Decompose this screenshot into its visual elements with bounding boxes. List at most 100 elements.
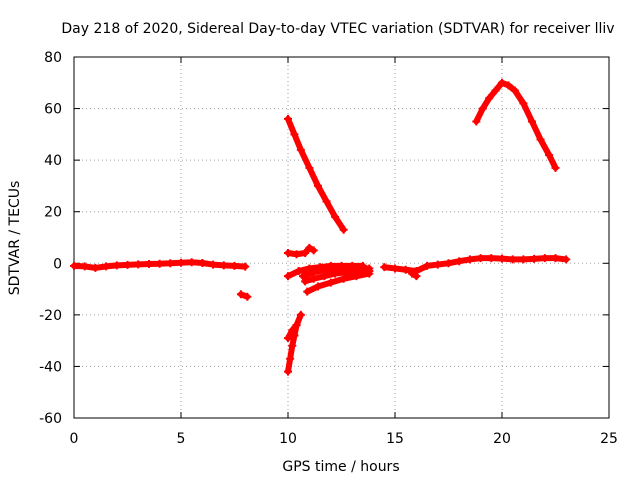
data-point (331, 269, 340, 278)
data-point (305, 243, 314, 252)
data-point (296, 310, 305, 319)
data-point (365, 269, 374, 278)
data-point (491, 86, 500, 95)
data-point (498, 254, 506, 263)
data-point (510, 86, 519, 95)
data-point (286, 354, 295, 363)
data-point (331, 212, 340, 221)
y-tick-label: 0 (53, 256, 62, 272)
data-point (339, 274, 348, 283)
data-point (166, 259, 175, 268)
data-point (102, 262, 111, 271)
data-point (309, 274, 318, 283)
data-point (527, 117, 536, 126)
data-point (177, 258, 185, 267)
y-tick-label: -60 (39, 411, 62, 427)
data-point (519, 99, 528, 108)
data-point (433, 260, 442, 269)
x-tick-label: 15 (386, 431, 404, 447)
chart-title: Day 218 of 2020, Sidereal Day-to-day VTE… (61, 21, 614, 37)
data-point (313, 282, 322, 291)
y-tick-label: -20 (39, 308, 62, 324)
data-point (292, 250, 301, 259)
data-point (562, 255, 571, 264)
series-1 (70, 258, 250, 272)
series-3 (284, 114, 348, 234)
y-tick-label: 20 (44, 205, 62, 221)
x-tick-label: 10 (279, 431, 297, 447)
data-point (288, 341, 297, 350)
x-tick-label: 5 (177, 431, 186, 447)
data-point (284, 248, 292, 257)
data-point (352, 272, 361, 281)
plot-frame (73, 56, 610, 419)
y-tick-label: -40 (39, 359, 62, 375)
series-band (332, 213, 347, 233)
data-point (241, 262, 250, 271)
data-point (284, 272, 292, 281)
data-point (70, 261, 78, 270)
y-tick-labels: -60 -40 -20 0 20 40 60 80 (39, 50, 62, 427)
data-point (155, 259, 164, 268)
data-point (444, 259, 453, 268)
x-axis-label: GPS time / hours (282, 459, 399, 475)
data-point (219, 261, 228, 270)
series-12 (408, 269, 421, 281)
data-series (70, 78, 571, 376)
data-point (284, 367, 292, 376)
data-point (320, 272, 329, 281)
data-point (123, 260, 132, 269)
series-band (306, 164, 321, 189)
y-tick-label: 60 (44, 102, 62, 118)
series-10 (303, 269, 374, 296)
data-point (341, 268, 350, 277)
data-point (485, 94, 494, 103)
y-tick-label: 80 (44, 50, 62, 66)
data-point (303, 287, 312, 296)
series-11 (380, 254, 571, 276)
data-point (91, 263, 100, 272)
series-2 (236, 290, 252, 301)
axis-ticks (73, 56, 610, 419)
data-point (309, 246, 318, 255)
data-point (530, 254, 539, 263)
data-point (536, 135, 545, 144)
series-band (297, 146, 313, 171)
series-band (546, 151, 559, 171)
x-tick-label: 20 (493, 431, 511, 447)
y-axis-label: SDTVAR / TECUs (7, 181, 23, 296)
data-point (313, 181, 322, 190)
data-point (230, 261, 239, 270)
data-point (508, 255, 517, 264)
data-point (478, 104, 487, 113)
series-band (520, 100, 535, 125)
data-point (290, 130, 299, 139)
data-point (465, 255, 474, 264)
data-point (322, 197, 331, 206)
series-6 (284, 321, 301, 343)
data-point (322, 265, 331, 274)
series-13 (472, 78, 560, 172)
y-tick-label: 40 (44, 153, 62, 169)
data-point (198, 259, 207, 268)
data-point (487, 254, 496, 263)
data-point (408, 269, 417, 278)
data-point (455, 257, 464, 266)
data-point (144, 260, 153, 269)
data-point (380, 263, 389, 272)
data-point (209, 260, 218, 269)
data-point (301, 277, 310, 286)
x-tick-label: 25 (600, 431, 618, 447)
data-point (326, 278, 335, 287)
data-point (423, 261, 432, 270)
data-point (236, 290, 245, 299)
data-point (504, 81, 513, 90)
data-point (134, 260, 143, 269)
data-point (296, 145, 305, 154)
data-point (519, 255, 528, 264)
data-point (540, 254, 549, 263)
data-point (498, 78, 506, 87)
series-5 (284, 310, 305, 376)
data-point (288, 326, 297, 335)
